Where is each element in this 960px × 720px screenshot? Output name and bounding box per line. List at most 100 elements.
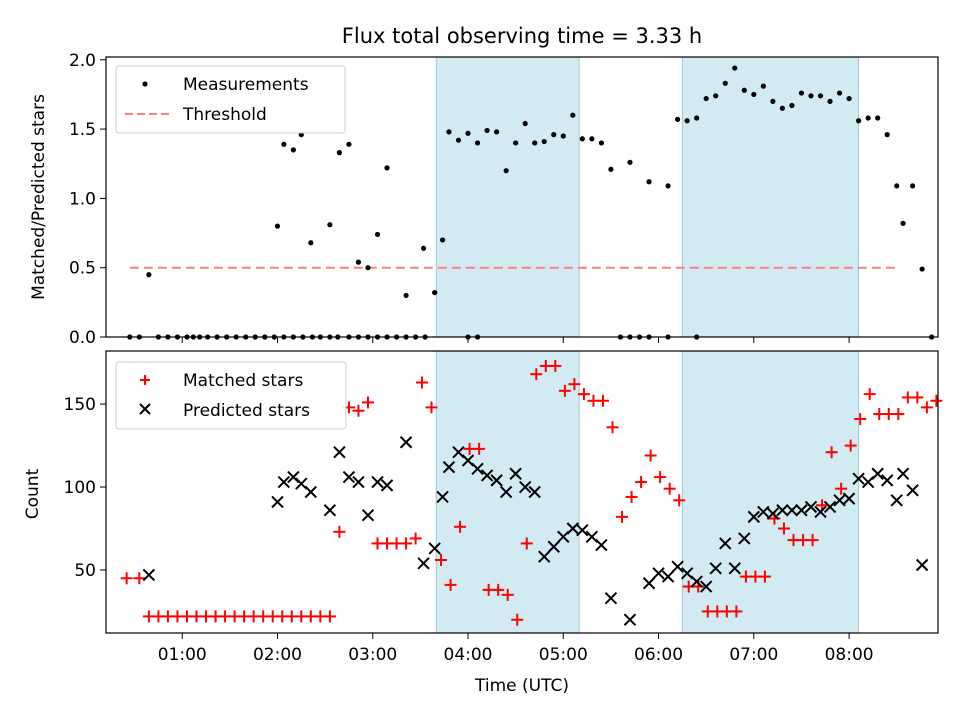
y-tick-label: 1.5	[69, 120, 96, 140]
matched-star-point	[454, 520, 467, 533]
matched-star-point	[644, 449, 657, 462]
legend-measurements-marker	[142, 81, 148, 87]
top-legend: Measurements Threshold	[115, 65, 346, 134]
matched-star-point	[673, 494, 686, 507]
matched-star-point	[501, 588, 514, 601]
predicted-star-point	[342, 470, 356, 484]
matched-star-point	[730, 605, 743, 618]
y-tick-label: 50	[74, 561, 96, 581]
measurement-point	[646, 179, 652, 185]
predicted-star-point	[906, 484, 919, 497]
x-tick-label: 05:00	[539, 645, 588, 665]
axes-frame	[105, 56, 939, 338]
matched-star-point	[777, 522, 790, 535]
predicted-star-point	[757, 505, 770, 519]
matched-star-point	[435, 554, 448, 567]
measurement-point	[440, 237, 446, 243]
legend-matched-marker	[140, 375, 150, 385]
predicted-star-point	[352, 475, 365, 489]
predicted-star-point	[361, 509, 375, 522]
predicted-star-point	[880, 474, 894, 487]
predicted-star-point	[576, 523, 589, 537]
measurement-point	[455, 137, 462, 143]
measurement-point	[817, 93, 824, 99]
predicted-star-point	[271, 495, 284, 509]
measurement-point	[894, 183, 900, 189]
matched-star-point	[133, 572, 146, 585]
measurement-point	[760, 83, 766, 89]
predicted-star-point	[709, 562, 722, 575]
matched-star-point	[863, 388, 876, 401]
predicted-star-point	[499, 485, 513, 499]
predicted-star-point	[661, 570, 675, 583]
matched-star-point	[892, 408, 905, 421]
predicted-star-point	[671, 560, 684, 573]
matched-star-point	[492, 583, 505, 596]
predicted-star-point	[380, 479, 394, 492]
matched-star-point	[425, 401, 438, 414]
predicted-star-point	[417, 557, 430, 570]
measurement-point	[694, 115, 700, 121]
matched-star-point	[930, 394, 943, 407]
bottom-panel: 50 100 150 01:00 02:00 03:00 04:00 05:00 06:00 07…	[64, 350, 943, 665]
measurement-point	[789, 102, 795, 109]
measurement-point	[732, 65, 738, 71]
predicted-star-point	[738, 532, 751, 545]
predicted-star-point	[719, 537, 732, 550]
matched-star-point	[625, 490, 638, 503]
matched-star-point	[806, 534, 819, 547]
measurement-point	[846, 95, 852, 102]
measurement-point	[751, 91, 757, 98]
measurement-point	[598, 140, 604, 146]
measurement-point	[355, 259, 362, 265]
measurement-point	[875, 115, 881, 121]
bottom-legend: Matched stars Predicted stars	[115, 361, 347, 430]
legend-predicted-marker	[139, 403, 151, 415]
matched-star-point	[854, 413, 867, 426]
measurement-point	[798, 90, 805, 96]
measurement-point	[290, 147, 296, 153]
predicted-star-point	[804, 500, 818, 514]
matched-star-point	[558, 384, 571, 397]
matched-star-point	[654, 471, 667, 484]
predicted-star-point	[728, 562, 741, 575]
measurement-point	[465, 130, 471, 136]
matched-star-point	[530, 368, 543, 381]
predicted-star-point	[795, 504, 808, 517]
measurement-point	[308, 240, 314, 246]
measurement-point	[420, 245, 427, 251]
measurement-point	[403, 292, 409, 299]
measurement-point	[579, 136, 585, 142]
y-tick-label: 1.0	[69, 189, 96, 209]
predicted-star-point	[915, 558, 929, 572]
predicted-star-point	[785, 504, 799, 517]
matched-star-point	[444, 578, 457, 591]
measurement-point	[365, 265, 371, 271]
measurement-point	[560, 133, 566, 139]
matched-star-point	[596, 394, 609, 407]
matched-star-point	[920, 401, 933, 414]
matched-star-point	[568, 378, 581, 391]
measurement-point	[513, 140, 519, 146]
x-axis-label: Time (UTC)	[474, 676, 569, 696]
measurement-point	[856, 118, 862, 124]
matched-star-point	[400, 537, 413, 550]
measurement-point	[665, 183, 671, 189]
predicted-star-point	[642, 577, 656, 590]
measurement-point	[503, 168, 509, 174]
measurement-point	[713, 93, 719, 99]
shaded-interval	[435, 56, 580, 338]
measurement-point	[522, 120, 528, 127]
measurement-point	[474, 140, 481, 146]
measurement-point	[909, 183, 916, 189]
x-tick-label: 04:00	[444, 645, 493, 665]
measurement-point	[770, 98, 776, 104]
measurement-point	[703, 95, 709, 102]
measurement-point	[374, 231, 381, 238]
matched-star-point	[616, 510, 629, 523]
measurement-point	[346, 141, 352, 147]
predicted-star-point	[538, 550, 551, 563]
predicted-star-point	[852, 472, 865, 485]
predicted-star-point	[471, 462, 484, 475]
